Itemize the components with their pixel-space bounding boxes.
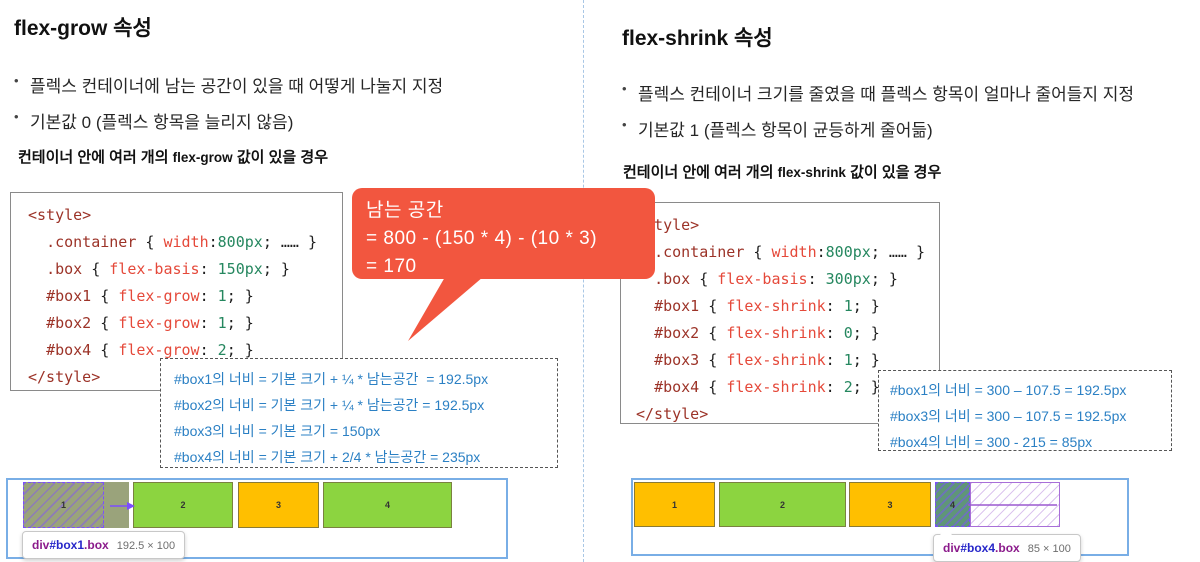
left-bullet-list: 플렉스 컨테이너에 남는 공간이 있을 때 어떻게 나눌지 지정기본값 0 (플… [14,72,554,144]
devtools-basis-overlay: 1 [23,482,104,528]
right-calc-box: #box1의 너비 = 300 – 107.5 = 192.5px #box3의 … [878,370,1172,451]
flex-item-label: 1 [671,499,677,510]
code-line: </style> [636,405,709,423]
right-bullet-list: 플렉스 컨테이너 크기를 줄였을 때 플렉스 항목이 얼마나 줄어들지 지정기본… [622,80,1192,152]
devtools-shrunk-space-overlay [970,482,1060,527]
callout-line: = 170 [366,256,417,277]
right-flex-item-3: 3 [849,482,931,527]
code-line: #box4 { flex-shrink: 2; } [654,378,880,396]
flex-item-label: 4 [949,499,955,510]
right-subheading-post: 값이 있을 경우 [845,164,942,181]
callout-line: = 800 - (150 * 4) - (10 * 3) [366,228,598,249]
tooltip-selector: div#box1.box [32,538,109,552]
tooltip-selector: div#box4.box [943,541,1020,555]
left-subheading-latin: flex-grow [172,150,233,165]
code-line: .box { flex-basis: 150px; } [46,260,290,278]
left-subheading-post: 값이 있을 경우 [232,149,328,166]
left-flex-item-1: 1 [23,482,129,528]
bullet-line: 플렉스 컨테이너 크기를 줄였을 때 플렉스 항목이 얼마나 줄어들지 지정 [622,80,1192,105]
left-calc-box: #box1의 너비 = 기본 크기 + ¼ * 남는공간 = 192.5px #b… [160,358,558,468]
calc-line: #box4의 너비 = 300 - 215 = 85px [890,434,1093,450]
code-line: #box4 { flex-grow: 2; } [46,341,254,359]
callout-tail [408,277,483,341]
callout-line: 남는 공간 [366,200,444,221]
code-line: #box1 { flex-shrink: 1; } [654,297,880,315]
right-flex-item-2: 2 [719,482,846,527]
column-divider [583,0,584,562]
devtools-tooltip-box4: div#box4.box 85 × 100 [933,528,1081,562]
left-flex-item-3: 3 [238,482,319,528]
code-line: #box3 { flex-shrink: 1; } [654,351,880,369]
flex-item-label: 4 [384,500,390,510]
right-title: flex-shrink 속성 [622,27,773,50]
code-line: <style> [28,206,92,224]
code-line: #box2 { flex-shrink: 0; } [654,324,880,342]
code-line: #box2 { flex-grow: 1; } [46,314,254,332]
right-flex-item-4: 4 [935,482,970,527]
devtools-tooltip-box1: div#box1.box 192.5 × 100 [22,531,186,559]
code-line: #box1 { flex-grow: 1; } [46,287,254,305]
left-code-block: <style> .container { width:800px; …… } .… [10,192,343,391]
devtools-grow-strip [104,482,129,528]
left-subheading-pre: 컨테이너 안에 여러 개의 [18,149,173,166]
code-line: .container { width:800px; …… } [654,243,925,261]
bullet-line: 기본값 1 (플렉스 항목이 균등하게 줄어듦) [622,116,1192,141]
tooltip-notch [940,528,952,535]
bullet-line: 플렉스 컨테이너에 남는 공간이 있을 때 어떻게 나눌지 지정 [14,72,554,97]
flex-item-label: 1 [60,500,66,510]
left-subheading: 컨테이너 안에 여러 개의 flex-grow 값이 있을 경우 [18,146,328,167]
right-flex-item-1: 1 [634,482,715,527]
code-line: .container { width:800px; …… } [46,233,317,251]
bullet-line: 기본값 0 (플렉스 항목을 늘리지 않음) [14,108,554,133]
calc-line: #box1의 너비 = 기본 크기 + ¼ * 남는공간 = 192.5px [174,371,489,387]
tooltip-size: 85 × 100 [1027,543,1071,555]
left-flex-item-4: 4 [323,482,452,528]
code-line: </style> [28,368,101,386]
calc-line: #box1의 너비 = 300 – 107.5 = 192.5px [890,382,1127,398]
left-flex-item-2: 2 [133,482,233,528]
right-subheading-pre: 컨테이너 안에 여러 개의 [623,164,778,181]
left-title: flex-grow 속성 [14,17,152,40]
calc-line: #box3의 너비 = 300 – 107.5 = 192.5px [890,408,1127,424]
calc-line: #box4의 너비 = 기본 크기 + 2/4 * 남는공간 = 235px [174,449,481,465]
code-line: .box { flex-basis: 300px; } [654,270,898,288]
flex-item-label: 3 [275,500,281,510]
right-subheading-latin: flex-shrink [777,165,846,180]
flex-item-label: 3 [887,499,893,510]
remaining-space-callout: 남는 공간 = 800 - (150 * 4) - (10 * 3) = 170 [352,188,655,279]
calc-line: #box3의 너비 = 기본 크기 = 150px [174,423,381,439]
tooltip-size: 192.5 × 100 [116,540,176,552]
flex-item-label: 2 [779,499,785,510]
calc-line: #box2의 너비 = 기본 크기 + ¼ * 남는공간 = 192.5px [174,397,485,413]
code-line: <style> [636,216,700,234]
flex-item-label: 2 [180,500,186,510]
right-subheading: 컨테이너 안에 여러 개의 flex-shrink 값이 있을 경우 [623,161,941,182]
